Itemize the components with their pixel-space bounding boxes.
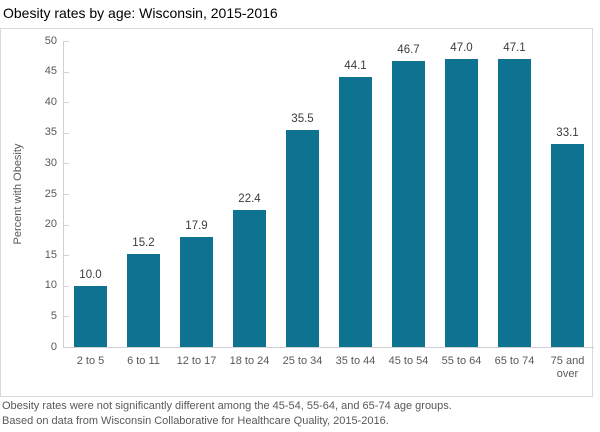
- x-axis-category-label: 18 to 24: [229, 355, 270, 367]
- x-axis-category-label: 65 to 74: [494, 355, 535, 367]
- y-axis-tick: [64, 255, 69, 256]
- y-axis-tick-label: 25: [44, 188, 57, 200]
- x-axis-category-label: 55 to 64: [441, 355, 482, 367]
- bar-18-to-24: [233, 210, 266, 347]
- bar-55-to-64: [445, 59, 478, 347]
- x-axis-category-label: 12 to 17: [176, 355, 217, 367]
- footnote-line-2: Based on data from Wisconsin Collaborati…: [2, 415, 389, 427]
- bar-value-label: 10.0: [79, 269, 102, 281]
- bar-45-to-54: [392, 61, 425, 347]
- y-axis-tick-label: 15: [44, 249, 57, 261]
- bar-value-label: 22.4: [238, 193, 261, 205]
- y-axis-tick: [64, 102, 69, 103]
- y-axis-tick-label: 35: [44, 126, 57, 138]
- y-axis-tick: [64, 41, 69, 42]
- y-axis-tick-label: 0: [50, 341, 57, 353]
- footnote-line-1: Obesity rates were not significantly dif…: [2, 400, 452, 412]
- x-axis-category-label: 6 to 11: [127, 355, 160, 367]
- y-axis-tick: [64, 194, 69, 195]
- bar-65-to-74: [498, 59, 531, 347]
- bar-6-to-11: [127, 254, 160, 347]
- y-axis-tick: [64, 72, 69, 73]
- y-axis-tick-label: 30: [44, 157, 57, 169]
- x-axis-category-label: 2 to 5: [76, 355, 105, 367]
- y-axis-tick-label: 45: [44, 65, 57, 77]
- x-axis-category-label: 25 to 34: [282, 355, 323, 367]
- y-axis-tick-label: 10: [44, 279, 57, 291]
- plot-area: 0 5 10 15 20 25 30 35 40 45 50 10.0 2 to 5 15.2 6 to 1…: [45, 35, 594, 380]
- bar-value-label: 44.1: [344, 60, 367, 72]
- y-axis-tick-label: 5: [50, 310, 57, 322]
- y-axis-tick: [64, 163, 69, 164]
- bar-value-label: 35.5: [291, 113, 314, 125]
- bar-value-label: 33.1: [556, 127, 579, 139]
- bar-value-label: 47.0: [450, 42, 473, 54]
- bar-2-to-5: [74, 286, 107, 347]
- bar-value-label: 47.1: [503, 42, 526, 54]
- y-axis-tick-label: 50: [44, 35, 57, 47]
- y-axis-tick-label: 20: [44, 218, 57, 230]
- bar-25-to-34: [286, 130, 319, 347]
- chart-frame: Percent with Obesity 0 5 10 15 20 25 30 35 40 45 5…: [0, 28, 594, 397]
- footnotes: Obesity rates were not significantly dif…: [2, 399, 452, 429]
- y-axis-tick: [64, 286, 69, 287]
- bar-12-to-17: [180, 237, 213, 347]
- x-axis-category-label: 45 to 54: [388, 355, 429, 367]
- y-axis-tick: [64, 133, 69, 134]
- x-axis-category-label: 75 and over: [550, 355, 585, 380]
- y-axis-tick: [64, 316, 69, 317]
- x-axis-category-label: 35 to 44: [335, 355, 376, 367]
- chart-title: Obesity rates by age: Wisconsin, 2015-20…: [3, 5, 278, 21]
- bar-75-and-over: [551, 144, 584, 347]
- bar-value-label: 17.9: [185, 220, 208, 232]
- bar-35-to-44: [339, 77, 372, 347]
- y-axis-tick-label: 40: [44, 96, 57, 108]
- bar-value-label: 46.7: [397, 44, 420, 56]
- y-axis-tick: [64, 225, 69, 226]
- bar-value-label: 15.2: [132, 237, 155, 249]
